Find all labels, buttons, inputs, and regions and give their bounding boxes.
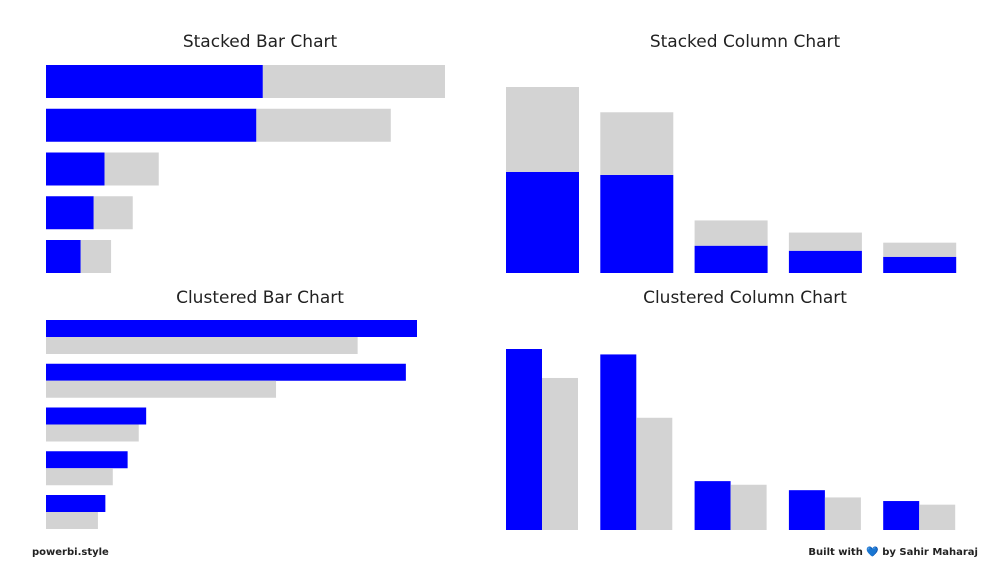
column bbox=[694, 220, 768, 246]
bar bbox=[46, 424, 139, 442]
chart-title: Stacked Column Chart bbox=[650, 32, 841, 52]
column bbox=[506, 349, 542, 530]
column bbox=[506, 87, 579, 172]
bar bbox=[46, 108, 257, 142]
bar bbox=[262, 65, 445, 98]
bar bbox=[93, 196, 133, 230]
column bbox=[600, 112, 674, 175]
column bbox=[883, 501, 920, 530]
bar bbox=[46, 363, 406, 381]
bar bbox=[46, 407, 147, 425]
bar bbox=[46, 65, 263, 98]
chart-title: Clustered Column Chart bbox=[643, 288, 847, 308]
column bbox=[600, 174, 674, 273]
bar bbox=[46, 320, 417, 337]
column bbox=[883, 242, 957, 257]
bar bbox=[80, 240, 112, 273]
bar bbox=[46, 380, 277, 398]
column bbox=[788, 490, 825, 530]
column bbox=[919, 504, 956, 530]
bar bbox=[46, 152, 105, 186]
bar bbox=[46, 512, 98, 529]
column bbox=[600, 354, 637, 530]
bar bbox=[46, 337, 358, 354]
footer-right: Built with 💙 by Sahir Maharaj bbox=[808, 546, 978, 558]
bar bbox=[46, 451, 128, 469]
footer-left: powerbi.style bbox=[32, 547, 109, 558]
column bbox=[788, 232, 862, 251]
column bbox=[730, 484, 767, 530]
bar bbox=[46, 196, 94, 230]
column bbox=[542, 377, 578, 530]
column bbox=[694, 245, 768, 273]
column bbox=[636, 417, 673, 530]
bar bbox=[104, 152, 159, 186]
bar bbox=[46, 468, 113, 486]
bar bbox=[256, 108, 391, 142]
column bbox=[506, 171, 579, 273]
column bbox=[883, 256, 957, 273]
column bbox=[788, 250, 862, 273]
bar bbox=[46, 240, 81, 273]
chart-title: Clustered Bar Chart bbox=[176, 288, 344, 308]
bar bbox=[46, 495, 106, 512]
chart-title: Stacked Bar Chart bbox=[183, 32, 338, 52]
column bbox=[824, 497, 861, 530]
column bbox=[694, 481, 731, 530]
